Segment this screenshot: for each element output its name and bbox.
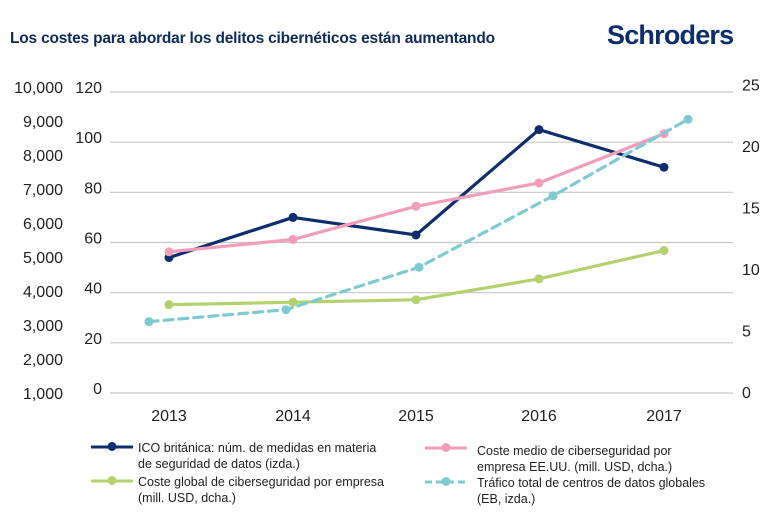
x-axis: 2013 2014 2015 2016 2017: [151, 408, 682, 425]
left-outer-tick-label: 7,000: [23, 182, 63, 199]
right-axis: 0 5 10 15 20 25: [742, 78, 760, 403]
left-outer-tick-label: 1,000: [23, 386, 63, 403]
data-point: [164, 300, 174, 310]
left-outer-tick-label: 9,000: [23, 114, 63, 131]
data-point: [288, 234, 298, 244]
legend-swatch-green-line-icon: [91, 476, 133, 485]
gridlines: [110, 91, 733, 394]
data-point: [288, 212, 298, 222]
legend-label: Coste medio de ciberseguridad por empres…: [477, 444, 673, 474]
legend-label: Tráfico total de centros de datos global…: [477, 476, 706, 506]
data-point: [414, 262, 424, 272]
data-point: [411, 230, 421, 240]
legend-label: ICO británica: núm. de medidas en materi…: [138, 441, 377, 471]
data-point: [288, 297, 298, 307]
data-point: [534, 125, 544, 135]
x-tick-label: 2016: [521, 408, 557, 425]
left-outer-tick-label: 2,000: [23, 352, 63, 369]
data-point: [281, 305, 291, 315]
x-tick-label: 2015: [398, 408, 434, 425]
left-inner-tick-label: 60: [84, 231, 102, 248]
legend-item-ico: ICO británica: núm. de medidas en materi…: [91, 440, 438, 472]
legend-swatch-navy-line-icon: [91, 442, 133, 451]
left-inner-tick-label: 40: [84, 281, 102, 298]
legend-item-trafico: Tráfico total de centros de datos global…: [425, 475, 770, 507]
left-outer-tick-label: 4,000: [23, 284, 63, 301]
data-point: [548, 191, 558, 201]
series-lines: [144, 114, 693, 327]
data-point: [659, 246, 669, 256]
legend-item-coste-medio: Coste medio de ciberseguridad por empres…: [425, 443, 770, 475]
left-outer-tick-label: 10,000: [14, 80, 63, 97]
right-tick-label: 20: [742, 139, 760, 156]
x-tick-label: 2014: [275, 408, 311, 425]
line-chart: 1,000 2,000 3,000 4,000 5,000 6,000 7,000 8,000…: [14, 78, 760, 426]
right-tick-label: 0: [742, 385, 751, 402]
data-point: [144, 317, 154, 327]
legend-label: Coste global de ciberseguridad por empre…: [138, 475, 384, 505]
left-inner-tick-label: 80: [84, 180, 102, 197]
legend-swatch-pink-line-icon: [425, 443, 467, 452]
chart-title: Los costes para abordar los delitos cibe…: [10, 30, 495, 47]
schroders-logo: Schroders: [607, 20, 734, 50]
data-point: [164, 247, 174, 257]
right-tick-label: 10: [742, 262, 760, 279]
data-point: [683, 114, 693, 124]
left-outer-tick-label: 5,000: [23, 250, 63, 267]
right-tick-label: 5: [742, 324, 751, 341]
left-outer-tick-label: 6,000: [23, 216, 63, 233]
x-tick-label: 2013: [151, 408, 187, 425]
left-outer-tick-label: 8,000: [23, 148, 63, 165]
legend-item-coste-global: Coste global de ciberseguridad por empre…: [91, 474, 438, 506]
left-outer-axis: 1,000 2,000 3,000 4,000 5,000 6,000 7,000 8,000…: [14, 80, 63, 403]
data-point: [411, 295, 421, 305]
left-inner-tick-label: 0: [93, 381, 102, 398]
right-tick-label: 15: [742, 201, 760, 218]
left-inner-axis: 0 20 40 60 80 100 120: [75, 80, 102, 398]
left-outer-tick-label: 3,000: [23, 318, 63, 335]
left-inner-tick-label: 100: [75, 130, 102, 147]
series-2: [164, 246, 669, 310]
right-tick-label: 25: [742, 78, 760, 95]
series-0: [164, 125, 669, 263]
series-3: [144, 114, 693, 327]
data-point: [534, 274, 544, 284]
data-point: [411, 201, 421, 211]
data-point: [659, 162, 669, 172]
left-inner-tick-label: 20: [84, 331, 102, 348]
legend-swatch-cyan-dashed-icon: [425, 477, 467, 486]
x-tick-label: 2017: [646, 408, 682, 425]
left-inner-tick-label: 120: [75, 80, 102, 97]
data-point: [534, 178, 544, 188]
